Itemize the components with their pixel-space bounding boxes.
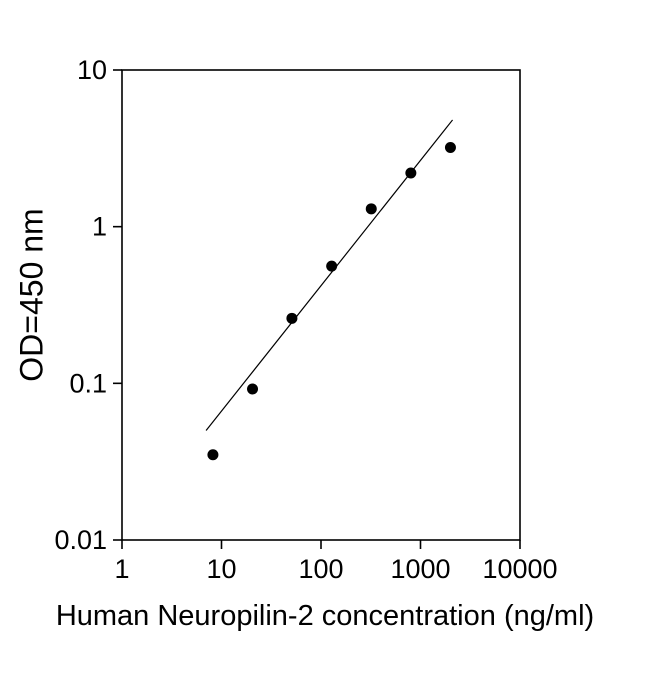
data-point <box>247 383 259 395</box>
y-tick-label: 0.1 <box>69 368 107 398</box>
data-point <box>286 312 298 324</box>
x-tick-label: 10 <box>206 554 236 584</box>
y-tick-label: 0.01 <box>54 525 107 555</box>
data-point <box>405 167 417 179</box>
y-axis-title: OD=450 nm <box>13 208 50 382</box>
data-point <box>444 142 456 154</box>
x-tick-label: 1 <box>114 554 129 584</box>
y-tick-label: 10 <box>77 55 107 85</box>
x-tick-label: 100 <box>298 554 343 584</box>
data-point <box>207 449 219 461</box>
data-point <box>326 260 338 272</box>
data-point <box>365 203 377 215</box>
x-tick-label: 10000 <box>482 554 557 584</box>
x-axis-title: Human Neuropilin-2 concentration (ng/ml) <box>55 600 595 632</box>
trend-line <box>205 119 454 431</box>
plot-frame <box>121 69 521 541</box>
x-tick-label: 1000 <box>390 554 450 584</box>
y-tick-label: 1 <box>92 212 107 242</box>
